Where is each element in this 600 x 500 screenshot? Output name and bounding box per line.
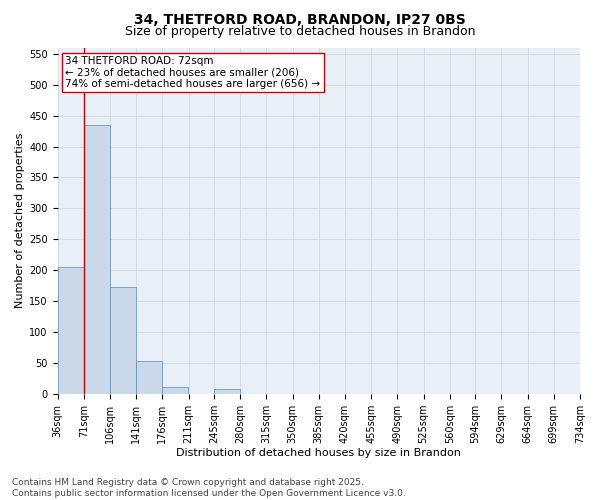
Bar	[136, 362, 162, 394]
Text: Contains HM Land Registry data © Crown copyright and database right 2025.
Contai: Contains HM Land Registry data © Crown c…	[12, 478, 406, 498]
Bar	[110, 287, 136, 394]
Text: 34, THETFORD ROAD, BRANDON, IP27 0BS: 34, THETFORD ROAD, BRANDON, IP27 0BS	[134, 12, 466, 26]
Bar	[84, 125, 110, 394]
Bar	[214, 389, 240, 394]
X-axis label: Distribution of detached houses by size in Brandon: Distribution of detached houses by size …	[176, 448, 461, 458]
Bar	[58, 267, 83, 394]
Text: Size of property relative to detached houses in Brandon: Size of property relative to detached ho…	[125, 25, 475, 38]
Bar	[163, 386, 188, 394]
Text: 34 THETFORD ROAD: 72sqm
← 23% of detached houses are smaller (206)
74% of semi-d: 34 THETFORD ROAD: 72sqm ← 23% of detache…	[65, 56, 320, 90]
Y-axis label: Number of detached properties: Number of detached properties	[15, 133, 25, 308]
